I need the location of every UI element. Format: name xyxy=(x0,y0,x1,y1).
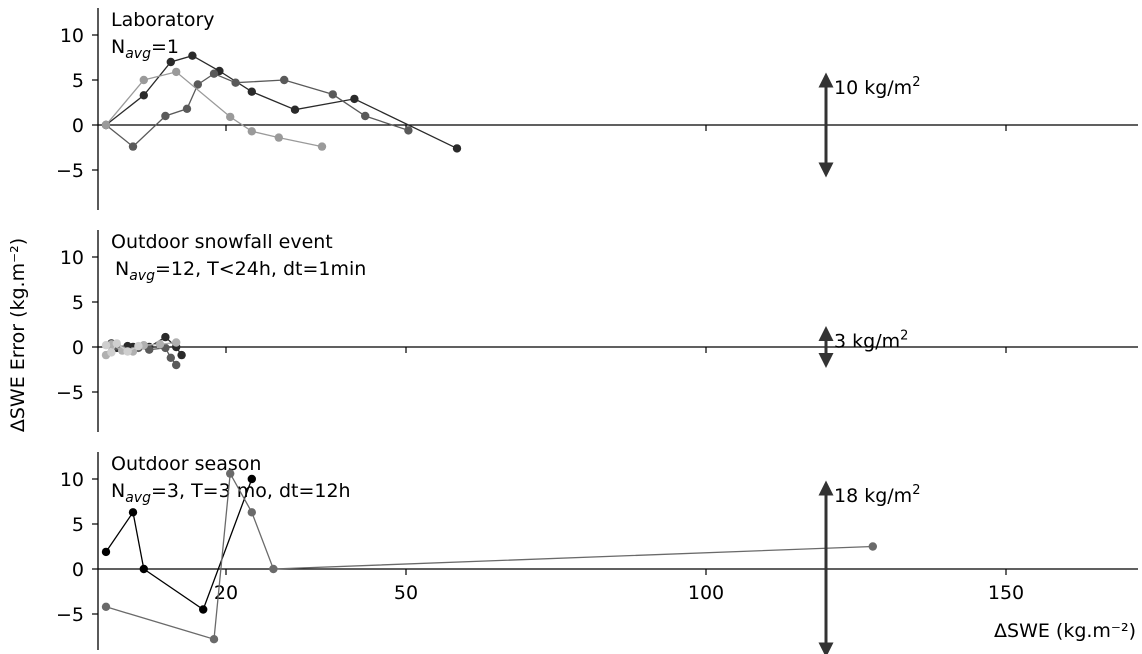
x-tick-label: 150 xyxy=(988,582,1024,604)
data-point xyxy=(317,142,327,151)
panel-1: −5 0 5 10 Laboratory Navg=1 10 kg/m2 xyxy=(56,8,1138,210)
panel-subtitle: Navg=3, T=3 mo, dt=12h xyxy=(111,480,351,506)
data-point xyxy=(101,547,111,557)
y-tick-label: 5 xyxy=(72,292,84,314)
data-point xyxy=(452,144,462,153)
data-point xyxy=(226,112,235,122)
data-point xyxy=(101,120,111,130)
scale-bar-label: 3 kg/m2 xyxy=(834,329,908,353)
data-point xyxy=(172,67,181,77)
y-tick-label: 10 xyxy=(60,25,84,47)
series-2 xyxy=(101,469,877,644)
data-point xyxy=(274,133,283,142)
data-point xyxy=(231,78,240,87)
data-point xyxy=(868,542,877,551)
data-point xyxy=(172,338,181,347)
data-point xyxy=(188,51,197,60)
data-point xyxy=(269,564,278,574)
data-point xyxy=(199,605,208,614)
data-point xyxy=(226,469,235,478)
series-line xyxy=(105,71,323,148)
y-tick-label: 10 xyxy=(60,469,84,491)
series-line xyxy=(105,471,873,641)
data-point xyxy=(209,635,219,644)
data-point xyxy=(361,111,370,121)
y-tick-label: 0 xyxy=(72,559,84,581)
data-point xyxy=(166,353,175,362)
data-point xyxy=(155,340,165,349)
y-tick-label: 5 xyxy=(72,514,84,536)
data-point xyxy=(123,347,132,356)
data-point xyxy=(139,91,148,100)
data-point xyxy=(134,341,143,351)
data-point xyxy=(247,474,256,484)
scale-bar-label: 10 kg/m2 xyxy=(834,75,920,99)
data-point xyxy=(112,339,122,348)
data-point xyxy=(209,69,219,78)
y-tick-label: 0 xyxy=(72,115,84,137)
data-point xyxy=(107,348,116,357)
scale-bar-label: 18 kg/m2 xyxy=(834,483,920,507)
data-point xyxy=(290,105,300,114)
panel-title: Outdoor season xyxy=(111,453,261,475)
y-tick-label: 0 xyxy=(72,337,84,359)
panel-2: −5 0 5 10 Outdoor snowfall event Navg=12, T<2… xyxy=(56,230,1138,432)
panel-title: Laboratory xyxy=(111,9,215,31)
data-point xyxy=(350,94,359,104)
data-point xyxy=(182,104,192,114)
data-point xyxy=(280,75,289,85)
data-point xyxy=(404,126,413,135)
panel-subtitle: Navg=12, T<24h, dt=1min xyxy=(115,258,366,284)
data-point xyxy=(247,508,256,517)
panel-3: −5 0 5 10 20 50 100 150 Outdoor season Navg=3, T=… xyxy=(56,452,1138,654)
data-point xyxy=(177,350,186,360)
data-point xyxy=(328,90,337,99)
data-point xyxy=(247,87,256,96)
data-point xyxy=(161,332,170,342)
series-line xyxy=(105,72,409,148)
data-point xyxy=(247,127,256,136)
y-tick-label: −5 xyxy=(56,604,84,626)
panel-title: Outdoor snowfall event xyxy=(111,231,333,253)
series-1 xyxy=(101,474,256,614)
data-point xyxy=(172,360,181,370)
y-tick-label: −5 xyxy=(56,160,84,182)
x-tick-label: 50 xyxy=(394,582,418,604)
y-tick-label: 5 xyxy=(72,70,84,92)
y-tick-label: −5 xyxy=(56,382,84,404)
data-point xyxy=(128,508,138,517)
series-2 xyxy=(101,69,413,151)
data-point xyxy=(139,564,148,574)
panels: −5 0 5 10 Laboratory Navg=1 10 kg/m2 −5 0 5 10 Outd… xyxy=(56,8,1138,654)
series-4 xyxy=(101,339,143,357)
y-tick-label: 10 xyxy=(60,247,84,269)
series-3 xyxy=(101,67,327,151)
data-point xyxy=(193,80,202,89)
x-tick-label: 20 xyxy=(214,582,238,604)
x-tick-label: 100 xyxy=(688,582,724,604)
y-axis-label: ΔSWE Error (kg.m⁻²) xyxy=(7,238,29,432)
data-point xyxy=(101,341,111,350)
data-point xyxy=(166,57,175,67)
data-point xyxy=(101,602,111,611)
data-point xyxy=(128,142,138,151)
panel-subtitle: Navg=1 xyxy=(111,36,179,62)
x-axis-label: ΔSWE (kg.m⁻²) xyxy=(994,620,1136,642)
data-point xyxy=(139,75,148,85)
data-point xyxy=(161,111,170,121)
